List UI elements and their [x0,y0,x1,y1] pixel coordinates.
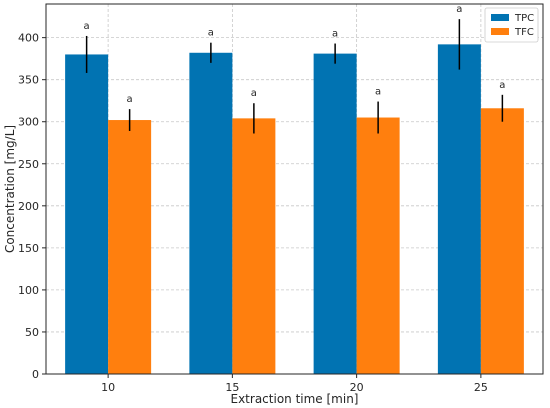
legend-swatch-tpc [491,14,509,21]
legend-label-tpc: TPC [514,13,534,24]
bar-tfc [232,118,276,374]
x-axis-label: Extraction time [min] [231,392,359,406]
y-axis: 0 50 100 150 200 250 300 350 400 [18,32,46,381]
legend: TPC TFC [484,7,539,43]
x-tick-label: 20 [350,381,364,394]
x-tick-label: 25 [474,381,488,394]
significance-label-tpc: a [332,29,338,40]
plot-frame [45,3,544,375]
bar-tpc [313,53,357,374]
y-tick-label: 300 [18,116,39,129]
x-tick-label: 15 [225,381,239,394]
bar-tpc [437,44,481,374]
y-tick-label: 150 [18,242,39,255]
bar-tpc [65,54,109,375]
significance-label-tpc: a [84,21,90,32]
y-tick-label: 0 [32,368,39,381]
bars [65,44,524,375]
significance-label-tfc: a [499,80,505,91]
y-tick-label: 350 [18,74,39,87]
legend-label-tfc: TFC [514,27,534,38]
y-axis-label: Concentration [mg/L] [3,125,17,253]
significance-label-tfc: a [127,94,133,105]
y-tick-label: 200 [18,200,39,213]
bar-tpc [189,52,233,374]
legend-swatch-tfc [491,28,509,35]
y-tick-label: 400 [18,32,39,45]
y-tick-label: 50 [25,326,39,339]
significance-labels: a a a a a a a a [84,4,506,105]
significance-label-tfc: a [251,88,257,99]
significance-label-tpc: a [456,4,462,15]
y-tick-label: 250 [18,158,39,171]
bar-tfc [480,108,524,374]
significance-label-tfc: a [375,87,381,98]
bar-tfc [108,120,152,374]
x-tick-label: 10 [101,381,115,394]
significance-label-tpc: a [208,28,214,39]
error-bars [85,19,504,134]
x-axis: 10 15 20 25 [101,374,488,394]
bar-tfc [356,117,400,374]
y-tick-label: 100 [18,284,39,297]
